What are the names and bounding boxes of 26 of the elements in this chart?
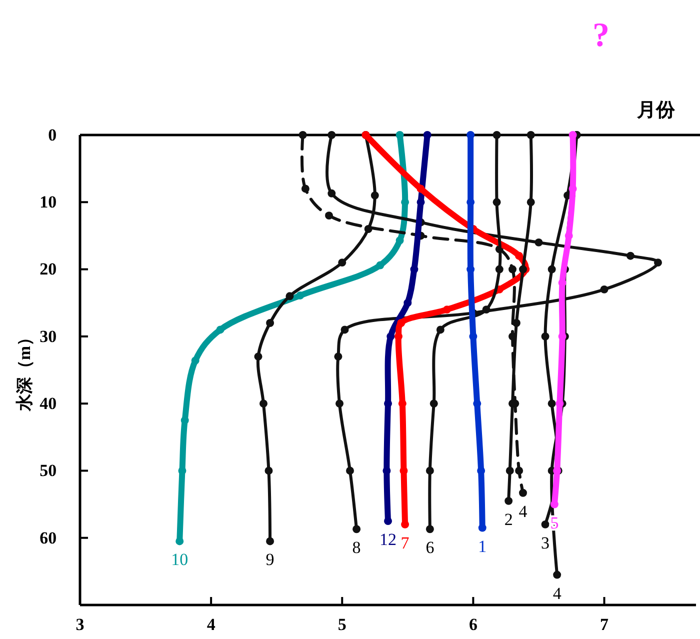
y-tick-label: 40	[40, 394, 57, 414]
series-label: 6	[426, 538, 434, 558]
text: ?	[592, 17, 610, 54]
y-tick-label: 50	[40, 461, 57, 480]
x-tick-label: 6	[468, 615, 478, 634]
y-tick-label: 20	[40, 260, 57, 279]
y-tick-label: 30	[40, 326, 57, 346]
text: 月份	[636, 100, 676, 121]
y-tick-label: 0	[48, 125, 57, 144]
x-tick-label: 7	[600, 615, 610, 634]
series-label: 10	[171, 550, 188, 570]
y-tick-label: 10	[40, 192, 57, 212]
series-label: 3	[541, 533, 550, 552]
series-label: 4	[552, 584, 562, 603]
y-axis-title: 水深（m）	[15, 328, 34, 412]
series-label: 7	[400, 533, 410, 552]
x-tick-label: 3	[76, 615, 84, 634]
x-tick-label: 5	[338, 615, 346, 634]
series-label: 12	[380, 530, 396, 550]
x-tick-label: 4	[206, 615, 216, 634]
series-label: 9	[266, 550, 274, 570]
series-label: 4	[518, 502, 528, 521]
series-label: 1	[478, 536, 487, 556]
y-tick-label: 60	[40, 528, 57, 548]
series-label: 2	[504, 510, 513, 529]
series-label: 8	[352, 538, 361, 558]
